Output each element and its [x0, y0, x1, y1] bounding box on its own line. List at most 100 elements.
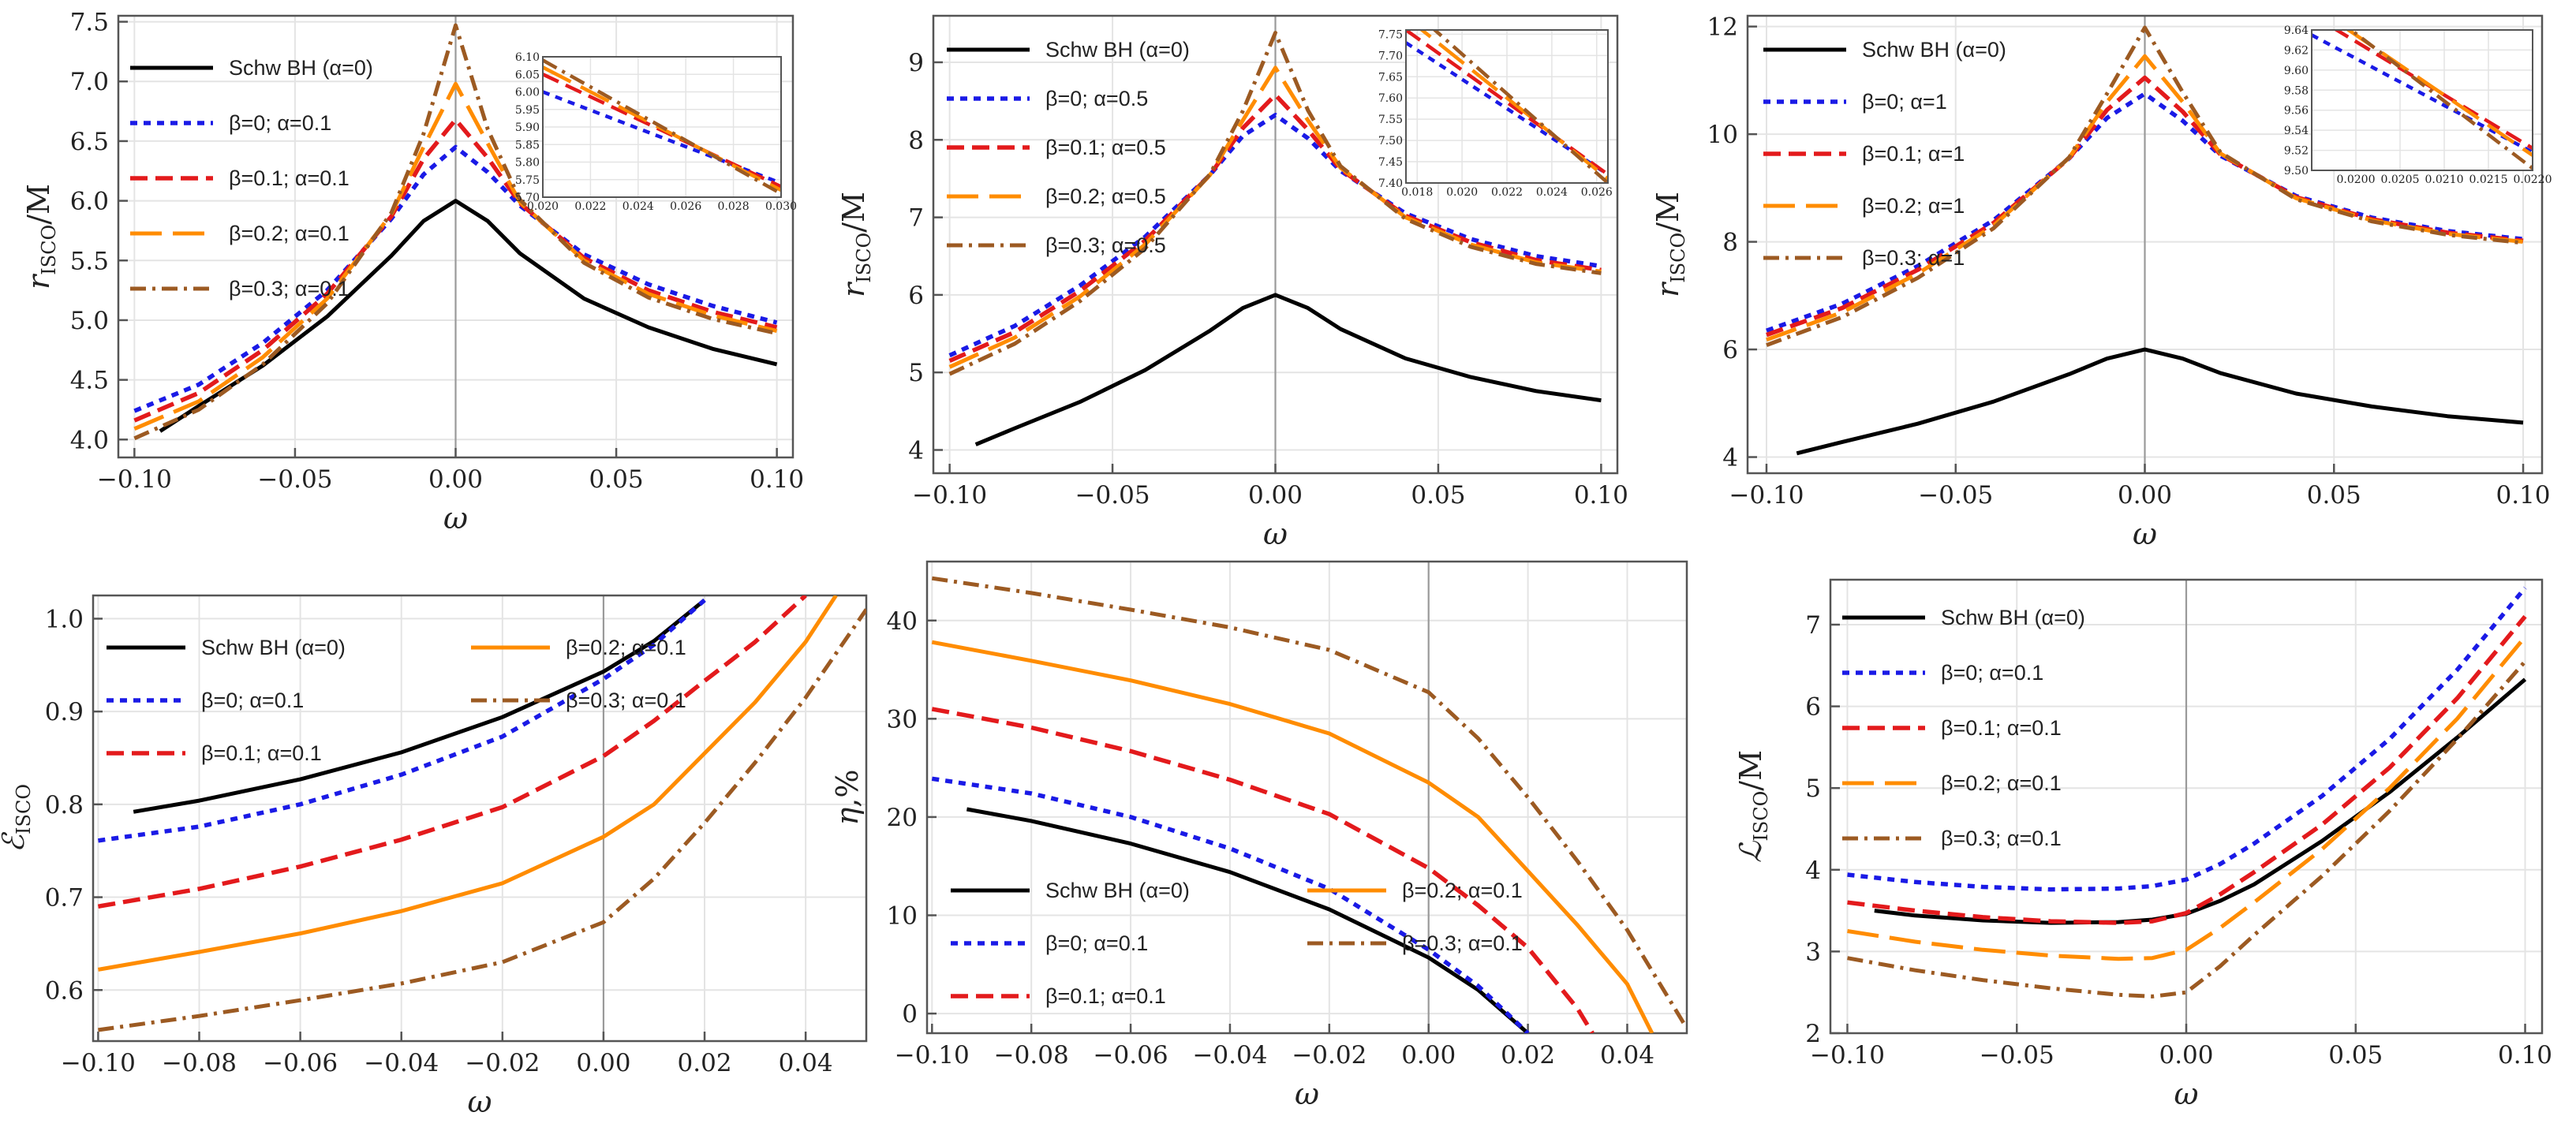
y-tick-label: 7 — [1805, 611, 1821, 640]
legend-label-2: β=0.1; α=0.1 — [201, 741, 322, 765]
series-line-3 — [97, 595, 838, 972]
x-tick-label: −0.06 — [263, 1049, 338, 1077]
y-axis-label-text: η,% — [830, 770, 865, 826]
y-axis-label-tail: ,% — [830, 770, 865, 808]
inset-x-tick-label: 0.028 — [718, 200, 750, 213]
inset-y-tick-label: 6.05 — [515, 69, 540, 81]
y-axis-label-sub: ISCO — [1667, 233, 1689, 283]
y-axis-label: η,% — [830, 770, 865, 826]
x-axis-label: ω — [1263, 517, 1288, 551]
y-axis-label-tail: /M — [836, 192, 871, 233]
chart-panel-e: −0.10 −0.08 −0.06 −0.04 −0.02 0.00 0.02 0.04 0 10… — [830, 560, 1688, 1111]
x-axis-label: ω — [2174, 1077, 2199, 1111]
series-line-0 — [974, 293, 1602, 446]
inset-series-line-0 — [543, 90, 781, 185]
chart-panel-d: −0.10 −0.08 −0.06 −0.04 −0.02 0.00 0.02 0.04 0.6… — [0, 594, 868, 1119]
legend-label-3: β=0.2; α=0.1 — [1402, 879, 1523, 902]
legend-label-0: Schw BH (α=0) — [1045, 38, 1190, 62]
legend-label-2: β=0.1; α=0.5 — [1045, 136, 1166, 159]
series-line-1 — [1847, 586, 2527, 892]
y-axis-label-tail: /M — [1733, 750, 1768, 791]
inset-y-tick-label: 7.65 — [1378, 71, 1403, 84]
inset-x-tick-label: 0.018 — [1401, 186, 1433, 199]
inset-series-line-3 — [2348, 30, 2533, 170]
y-axis-label-main: r — [21, 273, 56, 289]
legend-label-3: β=0.2; α=0.1 — [1941, 771, 2062, 795]
inset-series-line-2 — [2345, 30, 2533, 157]
series-line-2 — [1847, 614, 2527, 925]
inset-y-tick-label: 9.58 — [2284, 84, 2309, 97]
legend-label-1: β=0; α=0.1 — [1045, 931, 1148, 955]
x-tick-label: 0.00 — [2118, 481, 2172, 510]
y-tick-label: 6.5 — [70, 128, 109, 156]
inset-y-tick-label: 7.75 — [1378, 28, 1403, 41]
series-line-3 — [1847, 635, 2527, 961]
legend-label-2: β=0.1; α=0.1 — [229, 166, 350, 190]
chart-panel-a: −0.10 −0.05 0.00 0.05 0.10 4.0 4.5 5.0 5.5 6.0 6.5… — [21, 9, 804, 536]
legend-label-0: Schw BH (α=0) — [1862, 38, 2006, 62]
x-tick-label: −0.05 — [1075, 481, 1150, 510]
x-tick-label: 0.10 — [750, 465, 804, 494]
inset-x-tick-label: 0.0215 — [2469, 174, 2508, 186]
y-axis-label-tail: /M — [21, 184, 56, 225]
y-tick-label: 0.8 — [45, 791, 84, 819]
x-tick-label: 0.00 — [2159, 1041, 2213, 1069]
plot-frame — [92, 594, 868, 1043]
inset-y-tick-label: 7.60 — [1378, 92, 1403, 105]
legend-label-0: Schw BH (α=0) — [1045, 879, 1190, 902]
legend-label-1: β=0; α=1 — [1862, 90, 1947, 114]
legend-label-4: β=0.3; α=0.1 — [1402, 931, 1523, 955]
series-line-4 — [1766, 25, 2524, 347]
series-line-4 — [1847, 659, 2527, 998]
x-axis-label: ω — [2133, 517, 2157, 551]
inset-y-tick-label: 5.90 — [515, 121, 540, 134]
legend-label-1: β=0; α=0.1 — [1941, 661, 2043, 685]
x-tick-label: 0.02 — [678, 1049, 732, 1077]
y-tick-label: 3 — [1805, 938, 1821, 966]
inset-y-tick-label: 5.85 — [515, 139, 540, 151]
x-tick-label: −0.10 — [61, 1049, 136, 1077]
inset-x-tick-label: 0.030 — [765, 200, 797, 213]
y-tick-label: 8 — [908, 126, 924, 155]
inset-x-tick-label: 0.024 — [1536, 186, 1568, 199]
x-tick-label: 0.05 — [589, 465, 644, 494]
inset-frame — [2311, 29, 2533, 171]
y-axis-label-text: ℒISCO/M — [1733, 750, 1772, 863]
y-axis-label-sub: ISCO — [1750, 791, 1772, 842]
x-tick-label: 0.00 — [428, 465, 483, 494]
y-axis-label-tail: /M — [1651, 192, 1685, 233]
series-line-2 — [931, 707, 1595, 1033]
y-tick-label: 10 — [887, 902, 918, 931]
series-line-0 — [133, 598, 706, 814]
inset-y-tick-label: 5.75 — [515, 174, 540, 187]
legend-label-1: β=0; α=0.1 — [201, 689, 304, 712]
y-tick-label: 7.5 — [70, 9, 109, 37]
y-tick-label: 4.0 — [70, 426, 109, 454]
x-tick-label: 0.05 — [2307, 481, 2361, 510]
inset-y-tick-label: 9.60 — [2284, 65, 2309, 77]
chart-panel-c: −0.10 −0.05 0.00 0.05 0.10 4 6 8 10 12 ω rISCO/M Sch… — [1651, 13, 2552, 551]
inset-y-tick-label: 7.40 — [1378, 177, 1403, 190]
inset-y-tick-label: 7.70 — [1378, 50, 1403, 62]
series-line-1 — [948, 113, 1602, 358]
y-axis-label-text: rISCO/M — [836, 192, 875, 297]
legend-label-1: β=0; α=0.1 — [229, 111, 331, 135]
x-axis-label: ω — [468, 1084, 492, 1119]
inset-y-tick-label: 5.80 — [515, 157, 540, 170]
series-line-0 — [1796, 347, 2524, 456]
y-axis-label: ℰISCO — [0, 784, 35, 853]
y-tick-label: 0.6 — [45, 976, 84, 1005]
y-tick-label: 10 — [1707, 121, 1738, 149]
legend-label-4: β=0.3; α=0.1 — [566, 689, 686, 712]
y-tick-label: 4 — [1805, 857, 1821, 885]
x-tick-label: 0.04 — [1600, 1041, 1654, 1069]
inset-x-tick-label: 0.0200 — [2337, 174, 2376, 186]
y-tick-label: 7.0 — [70, 68, 109, 96]
inset-x-tick-label: 0.0220 — [2514, 174, 2552, 186]
inset-y-tick-label: 9.64 — [2284, 24, 2309, 37]
y-tick-label: 12 — [1707, 13, 1738, 42]
y-tick-label: 6.0 — [70, 188, 109, 216]
legend-label-3: β=0.2; α=0.1 — [566, 636, 686, 659]
x-tick-label: −0.05 — [1980, 1041, 2054, 1069]
chart-panel-b: −0.10 −0.05 0.00 0.05 0.10 4 5 6 7 8 9 ω rISCO/M Schw… — [836, 14, 1628, 551]
